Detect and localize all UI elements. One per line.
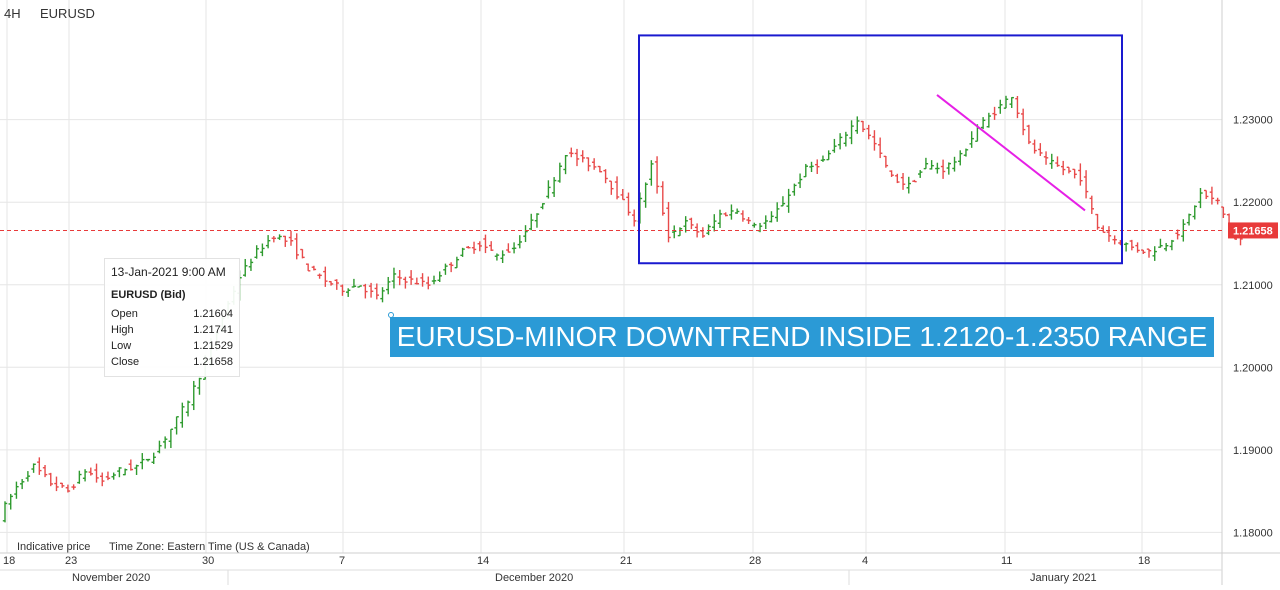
current-price-label: 1.21658 bbox=[1233, 225, 1273, 237]
x-tick-label: 7 bbox=[339, 555, 345, 567]
month-label: January 2021 bbox=[1030, 572, 1097, 584]
ohlc-tooltip: 13-Jan-2021 9:00 AM EURUSD (Bid) Open 1.… bbox=[104, 258, 240, 377]
timezone-label[interactable]: Time Zone: Eastern Time (US & Canada) bbox=[109, 541, 310, 553]
x-tick-label: 14 bbox=[477, 555, 489, 567]
y-tick-label: 1.19000 bbox=[1233, 445, 1273, 457]
timeframe-label[interactable]: 4H bbox=[4, 6, 21, 21]
current-price-tag bbox=[1228, 222, 1278, 239]
y-tick-label: 1.21000 bbox=[1233, 280, 1273, 292]
symbol-label[interactable]: EURUSD bbox=[40, 6, 95, 21]
tooltip-label: Open bbox=[111, 308, 138, 320]
x-tick-label: 11 bbox=[1001, 555, 1012, 567]
month-label: November 2020 bbox=[72, 572, 150, 584]
month-label: December 2020 bbox=[495, 572, 573, 584]
tooltip-value: 1.21658 bbox=[193, 356, 233, 368]
tooltip-row-open: Open 1.21604 bbox=[111, 308, 233, 320]
range-box bbox=[638, 34, 1123, 265]
indicative-price-label: Indicative price bbox=[17, 541, 91, 553]
tooltip-label: Close bbox=[111, 356, 140, 368]
tooltip-row-low: Low 1.21529 bbox=[111, 340, 233, 352]
x-tick-label: 4 bbox=[862, 555, 868, 567]
tooltip-value: 1.21604 bbox=[193, 308, 233, 320]
x-tick-label: 21 bbox=[620, 555, 632, 567]
y-tick-label: 1.23000 bbox=[1233, 115, 1273, 127]
tooltip-value: 1.21529 bbox=[193, 340, 233, 352]
tooltip-datetime: 13-Jan-2021 9:00 AM bbox=[111, 265, 226, 279]
tooltip-instrument: EURUSD (Bid) bbox=[111, 289, 186, 301]
x-tick-label: 28 bbox=[749, 555, 761, 567]
tooltip-value: 1.21741 bbox=[193, 324, 233, 336]
tooltip-row-close: Close 1.21658 bbox=[111, 356, 233, 368]
downtrend-line bbox=[936, 94, 1086, 212]
tooltip-label: Low bbox=[111, 340, 132, 352]
x-tick-label: 18 bbox=[3, 555, 15, 567]
x-tick-label: 23 bbox=[65, 555, 77, 567]
x-tick-label: 30 bbox=[202, 555, 214, 567]
tooltip-row-high: High 1.21741 bbox=[111, 324, 233, 336]
y-tick-label: 1.20000 bbox=[1233, 362, 1273, 374]
x-tick-label: 18 bbox=[1138, 555, 1150, 567]
tooltip-label: High bbox=[111, 324, 134, 336]
annotation-banner: EURUSD-MINOR DOWNTREND INSIDE 1.2120-1.2… bbox=[390, 317, 1214, 357]
y-tick-label: 1.18000 bbox=[1233, 527, 1273, 539]
y-tick-label: 1.22000 bbox=[1233, 197, 1273, 209]
